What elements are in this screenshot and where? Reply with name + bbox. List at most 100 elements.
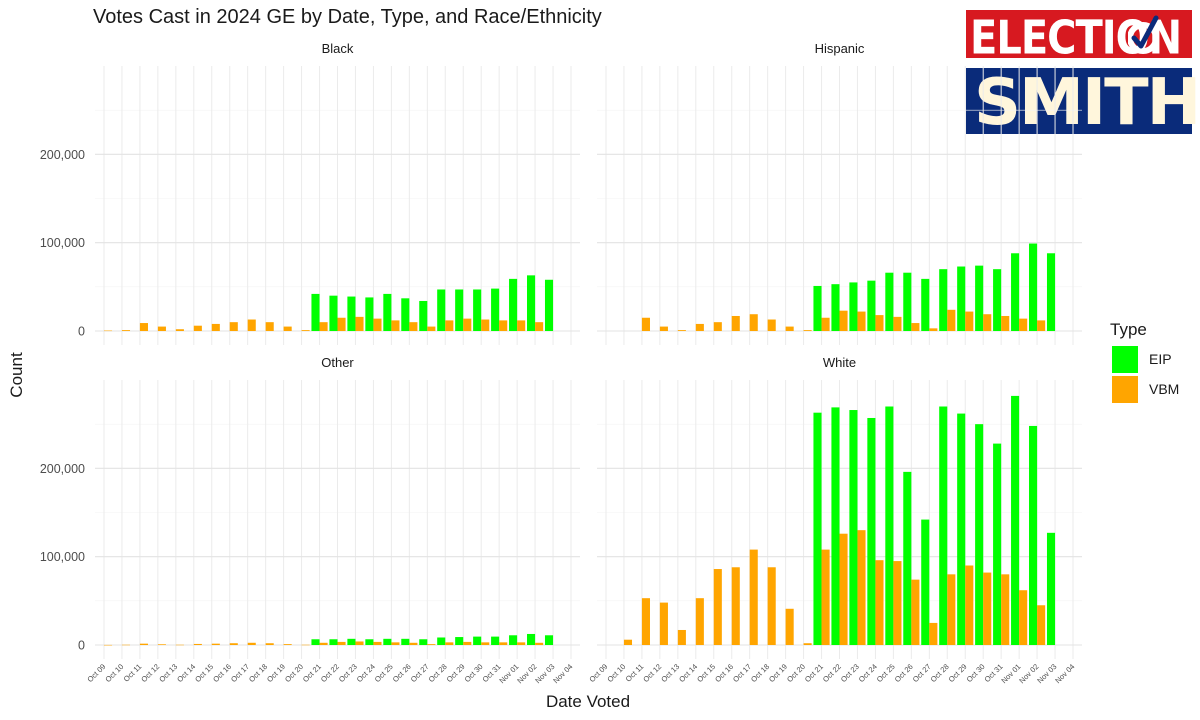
bar-other-vbm-oct-16 xyxy=(229,643,238,645)
bar-black-vbm-oct-30 xyxy=(481,319,490,331)
x-tick-label: Oct 29 xyxy=(947,662,969,684)
x-tick-label: Oct 28 xyxy=(427,662,449,684)
bar-other-vbm-oct-29 xyxy=(463,641,472,645)
bar-white-vbm-oct-19 xyxy=(785,608,794,645)
bar-hispanic-vbm-nov-02 xyxy=(1037,320,1046,331)
bar-black-vbm-oct-17 xyxy=(247,319,256,331)
x-tick-label: Oct 15 xyxy=(193,662,215,684)
bar-white-eip-oct-31 xyxy=(993,443,1002,645)
panel-label-black: Black xyxy=(322,41,354,56)
x-tick-label: Oct 25 xyxy=(875,662,897,684)
bar-other-vbm-oct-20 xyxy=(301,644,310,646)
bar-hispanic-vbm-oct-24 xyxy=(875,315,884,331)
x-tick-label: Oct 16 xyxy=(211,662,233,684)
bar-white-eip-oct-24 xyxy=(867,417,876,645)
bar-black-eip-oct-31 xyxy=(491,288,500,331)
bar-black-vbm-oct-31 xyxy=(499,320,508,331)
bar-hispanic-eip-oct-28 xyxy=(939,269,948,331)
bar-white-vbm-oct-27 xyxy=(929,622,938,645)
bar-white-vbm-oct-11 xyxy=(641,598,650,645)
y-tick-label: 100,000 xyxy=(40,550,85,564)
bar-white-vbm-oct-21 xyxy=(821,549,830,645)
bar-hispanic-vbm-oct-12 xyxy=(659,326,668,331)
logo-top-banner: ELECTION xyxy=(964,8,1194,65)
bar-black-vbm-oct-11 xyxy=(139,323,148,331)
bar-white-eip-nov-03 xyxy=(1046,532,1056,645)
y-tick-label: 0 xyxy=(78,639,85,653)
bar-black-vbm-oct-18 xyxy=(265,322,274,331)
bar-hispanic-vbm-nov-01 xyxy=(1019,318,1028,331)
x-tick-label: Oct 27 xyxy=(911,662,933,684)
bar-other-vbm-oct-25 xyxy=(391,642,400,645)
bar-hispanic-eip-oct-23 xyxy=(849,282,858,331)
x-tick-label: Oct 17 xyxy=(731,662,753,684)
bar-other-vbm-oct-11 xyxy=(139,643,148,645)
x-tick-label: Oct 30 xyxy=(463,662,485,684)
bar-hispanic-vbm-oct-15 xyxy=(713,322,722,331)
bar-white-vbm-oct-30 xyxy=(983,572,992,645)
bar-white-vbm-nov-01 xyxy=(1019,590,1028,645)
bar-black-eip-oct-24 xyxy=(365,297,374,331)
x-tick-label: Nov 01 xyxy=(497,662,520,685)
bar-black-vbm-oct-13 xyxy=(175,329,184,331)
bar-hispanic-eip-oct-29 xyxy=(957,266,966,331)
bar-white-vbm-oct-10 xyxy=(623,639,633,645)
bar-black-eip-oct-28 xyxy=(437,289,446,331)
bar-white-vbm-oct-22 xyxy=(839,533,848,645)
x-tick-label: Oct 12 xyxy=(641,662,663,684)
bar-black-eip-oct-23 xyxy=(347,296,356,331)
bar-hispanic-vbm-oct-23 xyxy=(857,311,866,331)
x-tick-label: Oct 19 xyxy=(767,662,789,684)
x-tick-label: Oct 22 xyxy=(319,662,341,684)
x-tick-label: Oct 28 xyxy=(929,662,951,684)
y-tick-label: 200,000 xyxy=(40,148,85,162)
bar-black-eip-oct-29 xyxy=(455,289,464,331)
bar-other-eip-oct-25 xyxy=(383,638,392,645)
logo-bottom-banner: SMITH xyxy=(964,66,1200,140)
legend-key-vbm xyxy=(1112,376,1138,403)
bar-other-vbm-oct-30 xyxy=(481,642,490,645)
legend-key-eip xyxy=(1112,346,1138,373)
bar-hispanic-vbm-oct-17 xyxy=(749,314,758,331)
bar-hispanic-vbm-oct-19 xyxy=(785,326,794,331)
bar-white-eip-nov-02 xyxy=(1029,425,1038,645)
bar-white-vbm-oct-28 xyxy=(947,574,956,645)
bar-other-vbm-oct-17 xyxy=(247,642,256,645)
x-tick-label: Oct 20 xyxy=(785,662,807,684)
bar-other-eip-oct-27 xyxy=(419,639,428,645)
bar-white-vbm-oct-13 xyxy=(677,629,686,645)
bar-black-vbm-oct-24 xyxy=(373,318,382,331)
bar-white-eip-oct-27 xyxy=(921,519,930,645)
bar-other-eip-nov-01 xyxy=(509,635,518,645)
bar-other-eip-nov-02 xyxy=(527,633,536,645)
x-tick-label: Oct 23 xyxy=(839,662,861,684)
bar-other-vbm-oct-22 xyxy=(337,641,346,645)
bar-other-eip-oct-22 xyxy=(329,639,338,645)
bar-hispanic-vbm-oct-13 xyxy=(677,330,686,331)
bar-other-vbm-oct-23 xyxy=(355,641,364,645)
bar-other-vbm-oct-14 xyxy=(193,643,202,645)
bar-black-eip-nov-03 xyxy=(544,279,554,331)
x-tick-label: Oct 25 xyxy=(373,662,395,684)
bar-hispanic-eip-nov-02 xyxy=(1029,243,1038,331)
bar-black-vbm-oct-15 xyxy=(211,323,220,331)
chart-title: Votes Cast in 2024 GE by Date, Type, and… xyxy=(93,6,602,28)
bar-hispanic-vbm-oct-18 xyxy=(767,319,776,331)
bar-other-vbm-oct-31 xyxy=(499,642,508,645)
x-tick-label: Oct 21 xyxy=(803,662,825,684)
bar-hispanic-eip-nov-01 xyxy=(1011,253,1020,331)
bar-other-vbm-oct-13 xyxy=(175,644,184,646)
bar-other-vbm-oct-18 xyxy=(265,643,274,645)
y-axis-label: Count xyxy=(7,352,26,398)
panel-label-white: White xyxy=(823,355,856,370)
bar-black-eip-oct-25 xyxy=(383,293,392,331)
bar-white-eip-oct-21 xyxy=(813,412,822,645)
bar-white-eip-oct-22 xyxy=(831,407,840,645)
bar-hispanic-vbm-oct-29 xyxy=(965,311,974,331)
bar-black-vbm-oct-09 xyxy=(103,330,113,332)
bar-black-vbm-oct-25 xyxy=(391,320,400,331)
bar-other-eip-oct-30 xyxy=(473,636,482,645)
bar-black-vbm-oct-26 xyxy=(409,322,418,331)
x-tick-label: Oct 13 xyxy=(157,662,179,684)
x-axis-label: Date Voted xyxy=(546,692,630,711)
